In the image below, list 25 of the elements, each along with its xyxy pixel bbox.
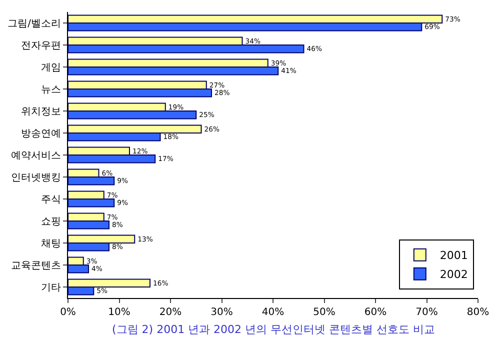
y-tick-label: 기타 [41,282,61,294]
y-tick-label: 예약서비스 [11,150,61,162]
y-tick-label: 뉴스 [41,84,61,96]
x-tick-label: 10% [108,307,130,318]
y-tick-label: 채팅 [41,238,61,250]
x-tick-label: 70% [416,307,438,318]
x-tick-label: 0% [60,307,76,318]
y-tick-label: 게임 [41,62,61,74]
x-tick-label: 40% [262,307,284,318]
y-tick-label: 그림/벨소리 [8,18,61,30]
legend-label: 2001 [440,249,468,262]
y-tick-label: 교육콘텐츠 [11,260,61,272]
y-tick-label: 방송연예 [21,128,61,140]
y-tick-label: 전자우편 [21,40,61,52]
x-tick-label: 20% [159,307,182,318]
y-tick-label: 위치정보 [21,106,61,118]
y-tick-label: 인터넷뱅킹 [11,172,61,184]
text: (그림 2) 2001 년과 2002 년의 무선인터넷 콘텐츠별 선호도 비교 [112,323,436,336]
x-tick-label: 80% [466,307,490,318]
legend-label: 2002 [440,268,468,282]
x-tick-label: 30% [210,307,233,318]
y-tick-label: 쇼핑 [41,216,61,228]
y-tick-label: 주식 [41,194,61,206]
x-tick-label: 60% [364,307,387,318]
x-tick-label: 50% [313,307,336,318]
